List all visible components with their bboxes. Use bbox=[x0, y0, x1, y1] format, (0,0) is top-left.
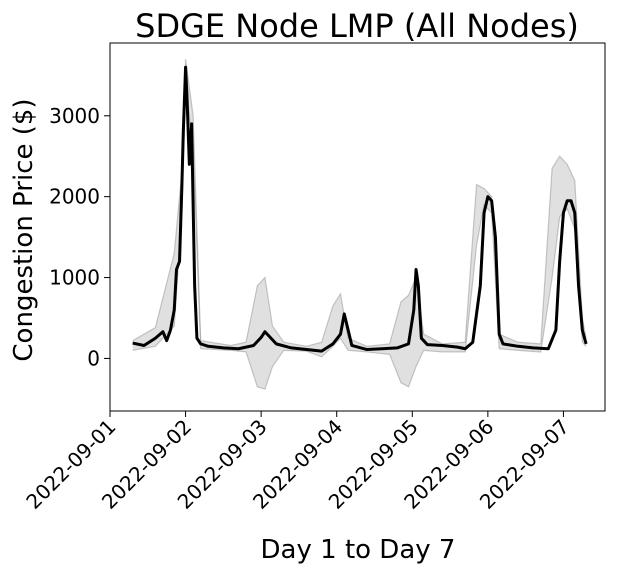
y-tick-label: 0 bbox=[87, 346, 100, 370]
main-price-line bbox=[132, 65, 588, 353]
plot-area bbox=[132, 59, 588, 390]
node-spread-high-line bbox=[132, 59, 587, 347]
y-tick-label: 1000 bbox=[49, 266, 100, 290]
chart-title: SDGE Node LMP (All Nodes) bbox=[135, 7, 579, 45]
y-tick-label: 3000 bbox=[49, 104, 100, 128]
plot-frame bbox=[109, 42, 606, 412]
y-tick-label: 2000 bbox=[49, 185, 100, 209]
y-axis-label: Congestion Price ($) bbox=[9, 98, 39, 361]
x-axis: 2022-09-012022-09-022022-09-032022-09-04… bbox=[21, 411, 574, 514]
y-axis: 0 1000 2000 3000 bbox=[49, 104, 110, 370]
x-axis-label: Day 1 to Day 7 bbox=[261, 535, 456, 565]
node-spread-low-line bbox=[132, 83, 587, 390]
